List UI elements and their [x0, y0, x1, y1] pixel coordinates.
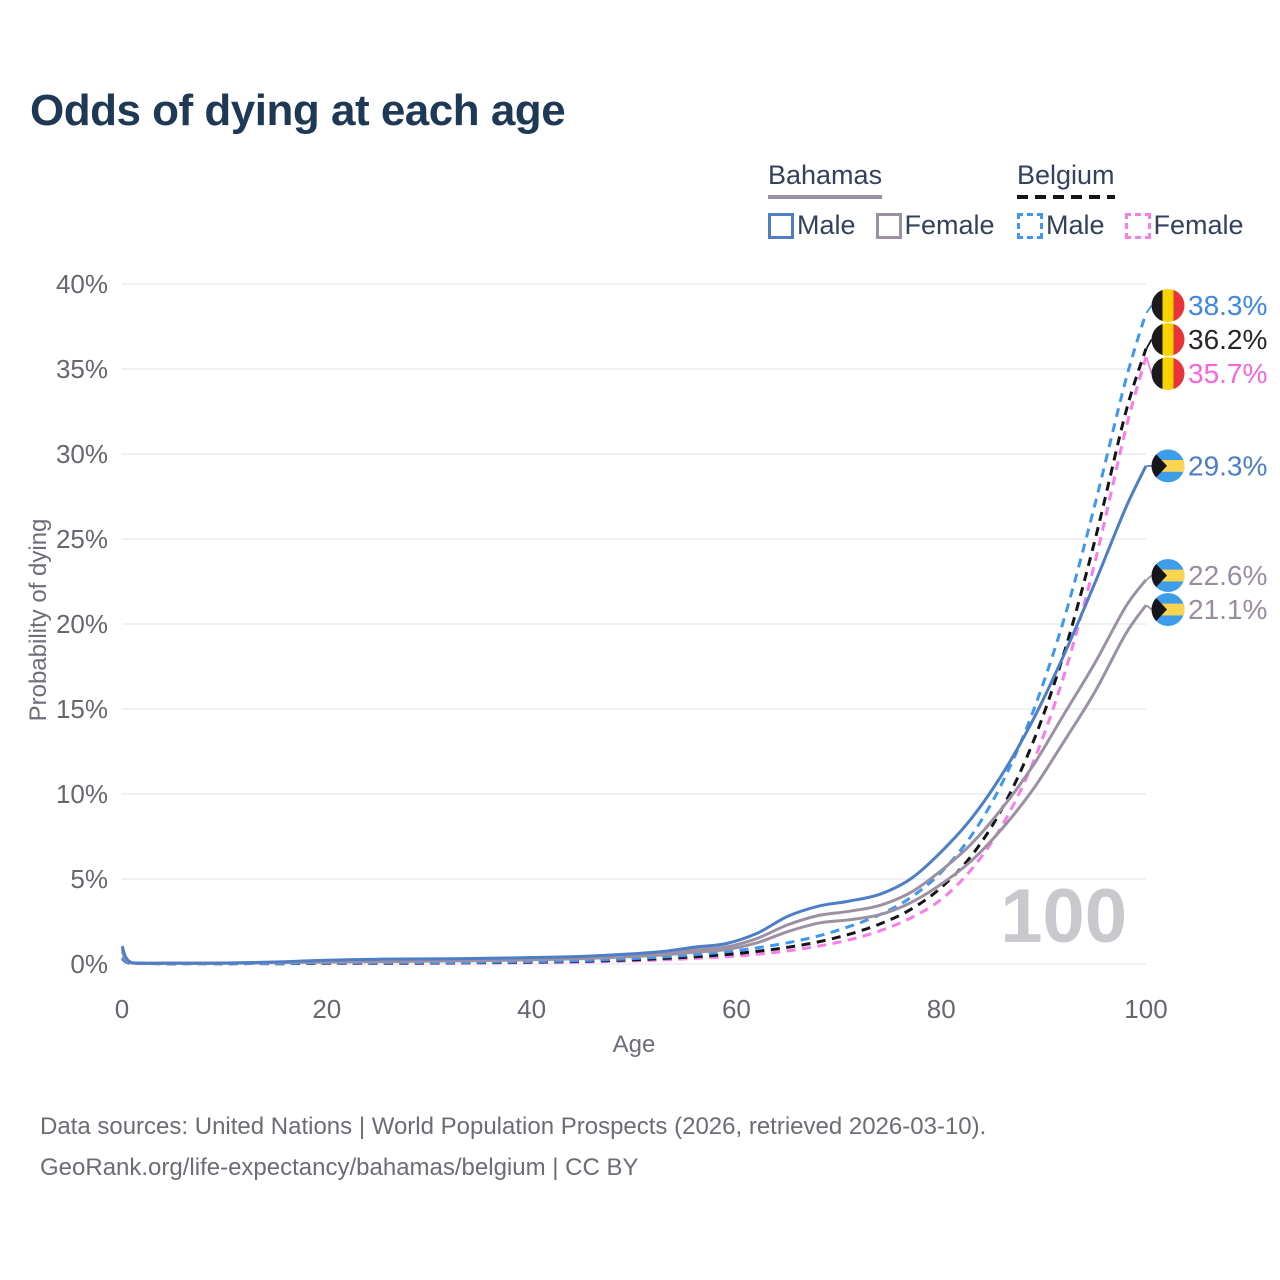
- x-tick-label: 60: [722, 994, 751, 1024]
- x-tick-label: 0: [115, 994, 129, 1024]
- label-leader: [1145, 356, 1153, 374]
- y-tick-label: 5%: [70, 864, 108, 894]
- bahamas-flag-icon: [1151, 593, 1185, 627]
- bahamas-total-line-swatch: [768, 195, 883, 199]
- label-leader: [1145, 574, 1153, 581]
- line-bahamas-male[interactable]: [120, 465, 1148, 965]
- legend-label-belgium-female[interactable]: Female: [1153, 210, 1244, 240]
- legend-label-belgium-male[interactable]: Male: [1046, 210, 1105, 240]
- end-value-labels: 38.3%36.2%35.7% 29.3% 22.6%21.1%: [1145, 289, 1267, 627]
- legend-label-bahamas-female[interactable]: Female: [904, 210, 995, 240]
- belgium-flag-icon: [1151, 357, 1185, 391]
- legend-country-belgium-label: Belgium: [1017, 160, 1115, 190]
- x-tick-label: 100: [1124, 994, 1167, 1024]
- legend-row-bahamas: Male Female: [768, 210, 1015, 241]
- end-value-bahamas-total: 22.6%: [1188, 560, 1267, 591]
- legend-group-belgium: Belgium Male Female: [1017, 160, 1264, 241]
- legend-swatch-bahamas-female[interactable]: [875, 212, 902, 239]
- bahamas-flag-icon: [1151, 449, 1185, 483]
- y-axis-title: Probability of dying: [25, 519, 52, 722]
- label-leader: [1145, 304, 1153, 314]
- plot-area[interactable]: [122, 284, 1146, 964]
- y-tick-label: 20%: [56, 609, 108, 639]
- end-value-belgium-female: 35.7%: [1188, 358, 1267, 389]
- legend-country-belgium[interactable]: Belgium: [1017, 160, 1115, 199]
- label-leader: [1145, 604, 1153, 611]
- x-tick-label: 20: [312, 994, 341, 1024]
- legend-swatch-belgium-male[interactable]: [1017, 212, 1043, 239]
- x-tick-label: 40: [517, 994, 546, 1024]
- data-sources-line: Data sources: United Nations | World Pop…: [40, 1113, 987, 1140]
- x-axis-title: Age: [613, 1031, 656, 1058]
- axis-ticks: 0% 5% 10% 15% 20% 25% 30% 35% 40% 0 20 40 60 80 100: [56, 269, 1168, 1024]
- end-value-belgium-male: 38.3%: [1188, 290, 1267, 321]
- legend-row-belgium: Male Female: [1017, 210, 1264, 241]
- x-tick-label: 80: [927, 994, 956, 1024]
- attribution-line: GeoRank.org/life-expectancy/bahamas/belg…: [40, 1154, 639, 1181]
- chart-lines: [120, 312, 1148, 966]
- end-value-bahamas-male: 29.3%: [1188, 450, 1267, 481]
- legend-swatch-belgium-female[interactable]: [1124, 212, 1151, 239]
- belgium-flag-icon: [1151, 289, 1185, 323]
- page-title: Odds of dying at each age: [30, 86, 566, 135]
- y-tick-label: 35%: [56, 354, 108, 384]
- y-tick-label: 30%: [56, 439, 108, 469]
- belgium-total-line-swatch: [1017, 195, 1115, 199]
- end-value-belgium-total: 36.2%: [1188, 324, 1267, 355]
- age-frame-watermark: 100: [1000, 874, 1127, 959]
- y-tick-label: 25%: [56, 524, 108, 554]
- legend-group-bahamas: Bahamas Male Female: [768, 160, 1015, 241]
- y-tick-label: 40%: [56, 269, 108, 299]
- legend-label-bahamas-male[interactable]: Male: [797, 210, 856, 240]
- footer: Data sources: United Nations | World Pop…: [40, 1106, 986, 1188]
- y-tick-label: 0%: [70, 949, 108, 979]
- legend-country-bahamas-label: Bahamas: [768, 160, 883, 190]
- legend-country-bahamas[interactable]: Bahamas: [768, 160, 883, 199]
- belgium-flag-icon: [1151, 323, 1185, 357]
- bahamas-flag-icon: [1151, 559, 1185, 593]
- legend-swatch-bahamas-male[interactable]: [768, 212, 794, 239]
- end-value-bahamas-female: 21.1%: [1188, 594, 1267, 625]
- label-leader: [1145, 339, 1153, 350]
- y-tick-label: 10%: [56, 779, 108, 809]
- y-tick-label: 15%: [56, 694, 108, 724]
